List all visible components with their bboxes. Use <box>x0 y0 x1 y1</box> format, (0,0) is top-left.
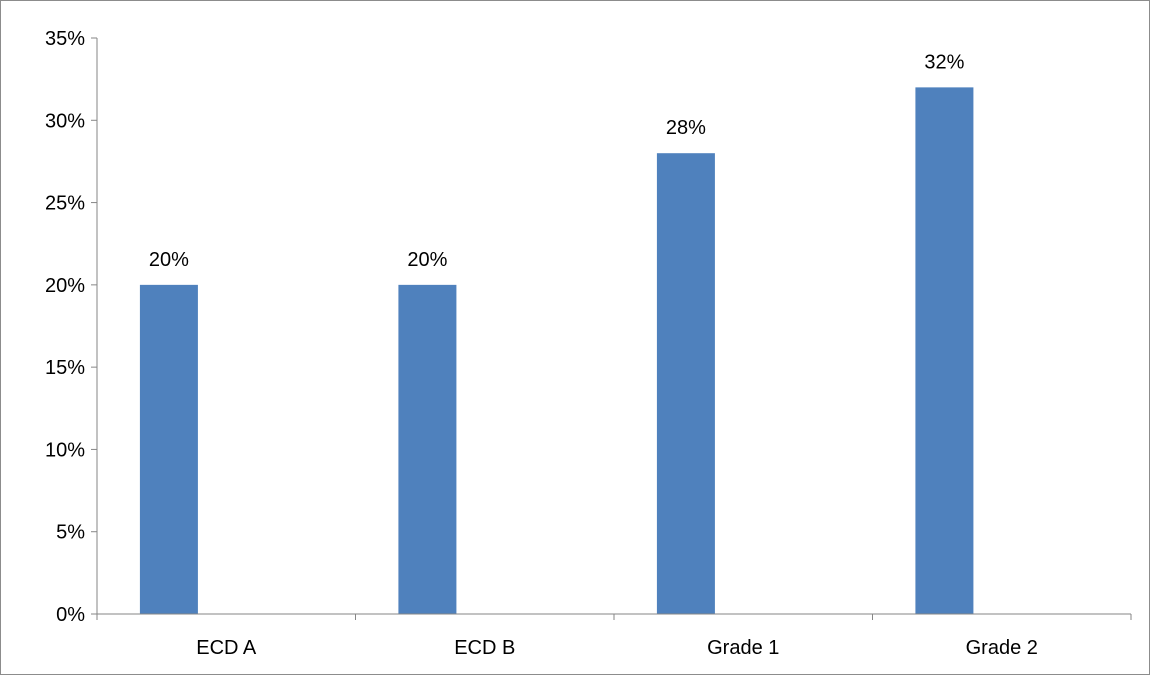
y-tick-label: 35% <box>45 28 85 50</box>
bar-grade-2 <box>915 87 974 614</box>
bars <box>139 87 974 614</box>
y-tick-label: 30% <box>45 110 85 132</box>
y-tick-label: 15% <box>45 357 85 379</box>
bar-ecd-a <box>139 284 198 614</box>
x-axis-labels: ECD A ECD B Grade 1 Grade 2 <box>196 637 1038 659</box>
data-labels: 20% 20% 28% 32% <box>149 51 965 270</box>
bar-ecd-b <box>398 284 457 614</box>
bar-grade-1 <box>656 153 715 614</box>
y-tick-label: 25% <box>45 193 85 215</box>
y-tick-label: 10% <box>45 439 85 461</box>
y-tick-label: 5% <box>56 522 85 544</box>
data-label: 20% <box>149 249 189 271</box>
axes <box>96 38 1132 620</box>
data-label: 28% <box>666 117 706 139</box>
data-label: 32% <box>924 51 964 73</box>
x-category-label: Grade 2 <box>966 637 1038 659</box>
y-tick-label: 20% <box>45 275 85 297</box>
y-axis-ticks: 0% 5% 10% 15% 20% 25% 30% 35% <box>45 28 97 626</box>
x-category-label: Grade 1 <box>707 637 779 659</box>
x-category-label: ECD B <box>454 637 515 659</box>
x-category-label: ECD A <box>196 637 257 659</box>
data-label: 20% <box>407 249 447 271</box>
y-tick-label: 0% <box>56 604 85 626</box>
